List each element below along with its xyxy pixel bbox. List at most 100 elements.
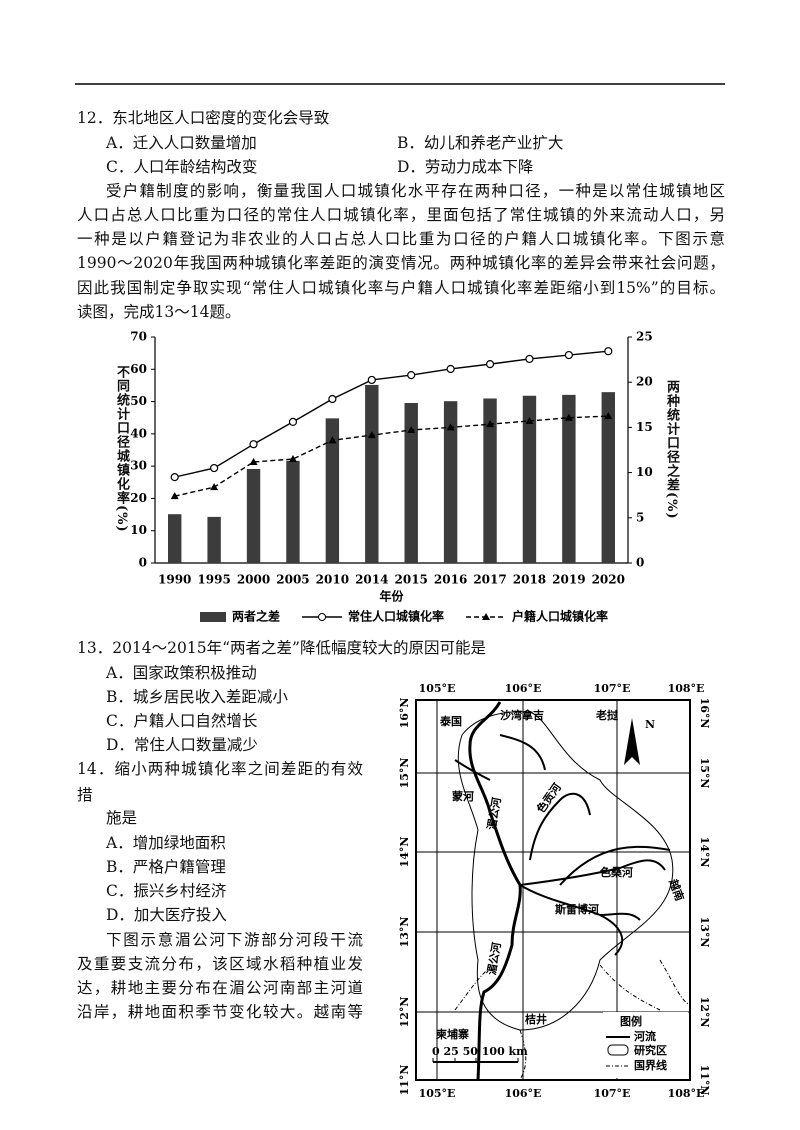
- x-tick-label: 1995: [197, 573, 230, 587]
- legend-marker: [318, 613, 327, 621]
- y-tick-label: 10: [130, 523, 147, 537]
- marker: [446, 423, 455, 431]
- y-tick-label: 0: [139, 556, 147, 570]
- option: C．人口年龄结构改变: [106, 158, 258, 176]
- marker: [367, 431, 376, 439]
- question-stem: 13．2014～2015年“两者之差”降低幅度较大的原因可能是: [77, 639, 486, 657]
- place-label: 湄公河: [484, 796, 504, 831]
- line: [174, 350, 609, 478]
- bar: [562, 394, 576, 563]
- river: [468, 701, 522, 1081]
- marker: [604, 412, 613, 420]
- option: C．振兴乡村经济: [106, 882, 227, 900]
- lat-label: 13°N: [398, 917, 411, 948]
- marker: [210, 483, 219, 491]
- lon-label: 108°E: [668, 682, 705, 695]
- option: A．国家政策积极推动: [106, 664, 257, 682]
- scale-bar: [432, 1058, 519, 1063]
- passage-line: 人口占总人口比重为口径的常住人口城镇化率，里面包括了常住城镇的外来流动人口，另: [77, 206, 725, 224]
- legend-item: 国界线: [634, 1058, 667, 1072]
- marker: [604, 347, 613, 356]
- lat-label: 15°N: [398, 758, 411, 789]
- y2-tick-label: 25: [636, 330, 653, 344]
- y-axis-label: 不同统计口径城镇化率(%): [114, 365, 129, 533]
- place-label: 老挝: [595, 708, 619, 722]
- lat-label: 16°N: [398, 698, 411, 729]
- y2-tick-label: 15: [636, 420, 653, 434]
- lon-label: 105°E: [419, 682, 456, 695]
- place-label: 蒙河: [452, 789, 474, 803]
- marker: [249, 457, 258, 465]
- bar: [325, 418, 340, 563]
- lat-label: 13°N: [698, 917, 711, 948]
- y-tick-label: 20: [130, 491, 147, 505]
- map: N 0 25 50 100 km 图例 河流 研究区 国界线 105°E 106…: [398, 682, 711, 1100]
- north-arrow: [624, 718, 640, 765]
- marker: [486, 420, 495, 428]
- marker: [249, 440, 258, 449]
- place-label: 沙湾拿吉: [500, 708, 544, 722]
- marker: [407, 370, 416, 380]
- option: B．城乡居民收入差距减小: [106, 688, 288, 706]
- legend-item: 研究区: [634, 1043, 667, 1057]
- x-tick-label: 1990: [158, 573, 191, 587]
- place-label: 泰国: [439, 714, 462, 728]
- lat-label: 11°N: [398, 1065, 411, 1096]
- chart: 0 10 20 30 40 50 60 70 0 5 10 15 20 25 1990 1995 2000 200…: [130, 330, 652, 624]
- lon-label: 107°E: [594, 1087, 631, 1100]
- lat-label: 14°N: [698, 837, 711, 868]
- y2-tick-label: 0: [636, 556, 644, 570]
- study-area: [457, 711, 674, 1031]
- marker: [564, 413, 573, 421]
- y2-axis-label: 两种统计口径之差(%): [664, 380, 679, 520]
- option: B．幼儿和养老产业扩大: [397, 134, 564, 152]
- y2-tick-label: 10: [636, 465, 653, 479]
- place-label: 斯雷博河: [555, 902, 599, 916]
- place-label: 湄公河: [484, 941, 504, 976]
- marker: [525, 354, 534, 364]
- place-label: 柬埔寨: [436, 1027, 469, 1041]
- passage-line: 读图，完成13～14题。: [77, 303, 241, 321]
- place-label: 越南: [666, 876, 687, 902]
- lat-label: 12°N: [398, 997, 411, 1028]
- lat-labels: 16°N 16°N 15°N 15°N 14°N 14°N 13°N 13°N 12°N 12°N…: [398, 698, 711, 1096]
- lat-label: 12°N: [698, 997, 711, 1028]
- legend-label: 常住人口城镇化率: [348, 609, 444, 624]
- line: [174, 415, 609, 497]
- legend-area: [607, 1044, 629, 1056]
- x-tick-label: 2015: [395, 573, 428, 587]
- bar: [483, 398, 497, 563]
- passage-line: 一种是以户籍登记为非农业的人口占总人口比重为口径的户籍人口城镇化率。下图示意: [77, 230, 725, 248]
- passage-line: 沿岸，耕地面积季节变化较大。越南等: [77, 1003, 363, 1021]
- scale-label: 0 25 50 100 km: [432, 1045, 528, 1058]
- question-stem: 14．缩小两种城镇化率之间差距的有效: [77, 760, 363, 778]
- bar: [207, 516, 221, 563]
- x-tick-label: 2005: [276, 573, 309, 587]
- north-label: N: [645, 718, 655, 731]
- lon-label: 107°E: [594, 682, 631, 695]
- y2-tick-label: 20: [636, 375, 653, 389]
- passage-line: 1990～2020年我国两种城镇化率差距的演变情况。两种城镇化率的差异会带来社会…: [77, 254, 725, 272]
- question-stem: 措: [77, 786, 93, 804]
- lon-label: 106°E: [505, 1087, 542, 1100]
- option: D．常住人口数量减少: [106, 736, 258, 754]
- legend-title: 图例: [620, 1014, 642, 1028]
- legend-item: 河流: [634, 1029, 656, 1043]
- legend-swatch: [200, 612, 226, 622]
- legend-marker: [482, 613, 491, 620]
- x-tick-label: 2000: [237, 573, 270, 587]
- passage-line: 下图示意湄公河下游部分河段干流: [106, 931, 363, 949]
- passage-line: 因此我国制定争取实现“常住人口城镇化率与户籍人口城镇化率差距缩小到15%”的目标…: [77, 279, 725, 297]
- y-tick-label: 30: [130, 459, 147, 473]
- x-tick-label: 2018: [513, 573, 546, 587]
- bar: [365, 384, 379, 563]
- y2-tick-label: 5: [636, 510, 644, 524]
- bar: [443, 401, 458, 563]
- marker: [170, 492, 179, 500]
- legend-label: 户籍人口城镇化率: [512, 609, 608, 624]
- marker: [210, 463, 219, 473]
- option: D．劳动力成本下降: [397, 158, 534, 176]
- x-tick-label: 2017: [473, 573, 506, 587]
